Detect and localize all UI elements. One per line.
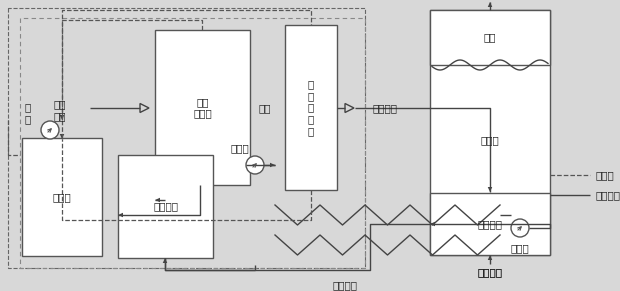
Text: 冷却水: 冷却水 xyxy=(595,170,614,180)
Text: 热交换器: 热交换器 xyxy=(332,280,358,290)
Text: 表
面
冷
却
器: 表 面 冷 却 器 xyxy=(308,79,314,136)
Text: 除湿溶液: 除湿溶液 xyxy=(595,190,620,200)
Polygon shape xyxy=(60,115,64,120)
Bar xyxy=(430,193,550,255)
Text: 风道: 风道 xyxy=(259,103,272,113)
Polygon shape xyxy=(60,134,64,139)
Text: 届外空气: 届外空气 xyxy=(477,267,502,277)
Text: 溶液泵: 溶液泵 xyxy=(511,243,529,253)
Text: 再生器: 再生器 xyxy=(480,135,499,145)
Text: 稀溶液池: 稀溶液池 xyxy=(153,201,178,212)
Text: 新型
除湿器: 新型 除湿器 xyxy=(193,97,212,118)
Bar xyxy=(118,155,213,258)
Text: 送入届内: 送入届内 xyxy=(373,103,397,113)
Text: 届外空气: 届外空气 xyxy=(477,267,502,277)
Polygon shape xyxy=(155,198,160,202)
Polygon shape xyxy=(162,258,167,263)
Text: 冷却塔: 冷却塔 xyxy=(53,192,71,202)
Text: 浓溶液池: 浓溶液池 xyxy=(477,219,502,229)
Text: 水
泵: 水 泵 xyxy=(25,102,31,124)
Circle shape xyxy=(41,121,59,139)
Circle shape xyxy=(246,156,264,174)
Polygon shape xyxy=(488,255,492,260)
Polygon shape xyxy=(488,187,492,192)
Polygon shape xyxy=(488,2,492,7)
Polygon shape xyxy=(270,163,275,167)
Bar xyxy=(155,30,250,185)
Polygon shape xyxy=(118,213,123,217)
Bar xyxy=(430,10,550,65)
Text: 溶液泵: 溶液泵 xyxy=(231,143,249,153)
Circle shape xyxy=(511,219,529,237)
Polygon shape xyxy=(430,222,435,226)
Bar xyxy=(22,138,102,256)
Bar xyxy=(285,25,337,190)
Text: 届内
空气: 届内 空气 xyxy=(54,99,66,121)
Bar xyxy=(430,10,550,255)
Text: 风机: 风机 xyxy=(484,33,496,42)
